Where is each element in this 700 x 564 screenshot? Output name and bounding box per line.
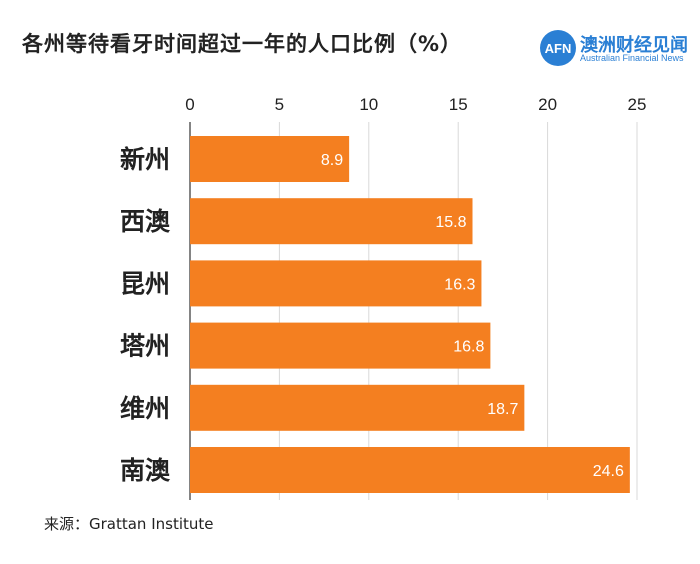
bar — [190, 136, 350, 182]
x-tick-label: 20 — [538, 95, 557, 114]
x-tick-label: 25 — [628, 95, 647, 114]
bar — [190, 198, 473, 245]
x-tick-label: 10 — [359, 95, 378, 114]
bar — [190, 447, 630, 493]
category-label: 西澳 — [120, 207, 171, 236]
bar — [190, 260, 482, 307]
x-tick-label: 0 — [185, 95, 194, 114]
bar-value-label: 15.8 — [435, 214, 466, 231]
bar — [190, 384, 525, 431]
category-label: 昆州 — [120, 269, 170, 298]
afn-logo: AFN 澳洲财经见闻 Australian Financial News — [540, 28, 690, 68]
logo-name-cn: 澳洲财经见闻 — [580, 35, 688, 56]
bar — [190, 322, 491, 369]
bar-value-label: 18.7 — [487, 401, 518, 418]
bar-value-label: 8.9 — [321, 152, 343, 169]
logo-name-en: Australian Financial News — [580, 53, 684, 63]
bar-value-label: 16.3 — [444, 276, 475, 293]
source-note: 来源：Grattan Institute — [44, 515, 214, 533]
x-tick-label: 15 — [449, 95, 468, 114]
x-tick-label: 5 — [275, 95, 284, 114]
bar-value-label: 24.6 — [593, 463, 624, 480]
category-label: 南澳 — [120, 456, 171, 485]
bar-value-label: 16.8 — [453, 339, 484, 356]
category-label: 塔州 — [120, 332, 170, 361]
category-label: 维州 — [120, 394, 170, 423]
chart-title: 各州等待看牙时间超过一年的人口比例（%） — [22, 32, 463, 56]
category-label: 新州 — [120, 145, 170, 174]
afn-logo-icon: AFN — [540, 30, 576, 66]
